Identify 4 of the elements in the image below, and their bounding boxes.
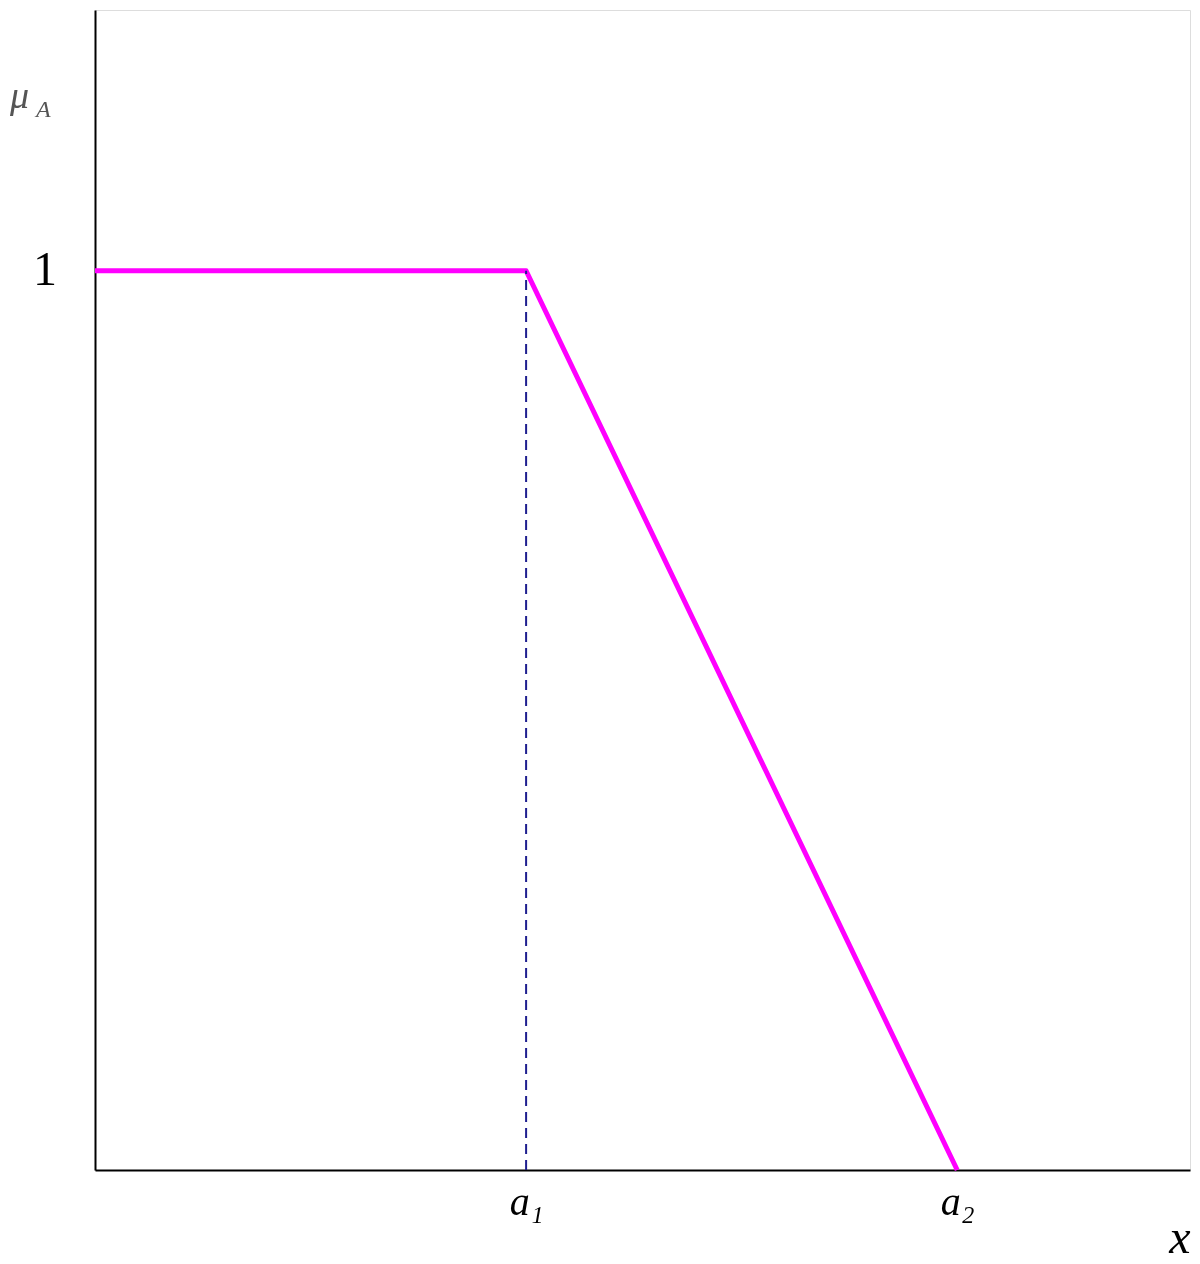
x-tick-label: a₁ [509, 1178, 544, 1224]
x-tick-label: a₂ [940, 1178, 975, 1224]
x-axis-title: x [1168, 1209, 1191, 1263]
text: 1 [33, 241, 57, 295]
